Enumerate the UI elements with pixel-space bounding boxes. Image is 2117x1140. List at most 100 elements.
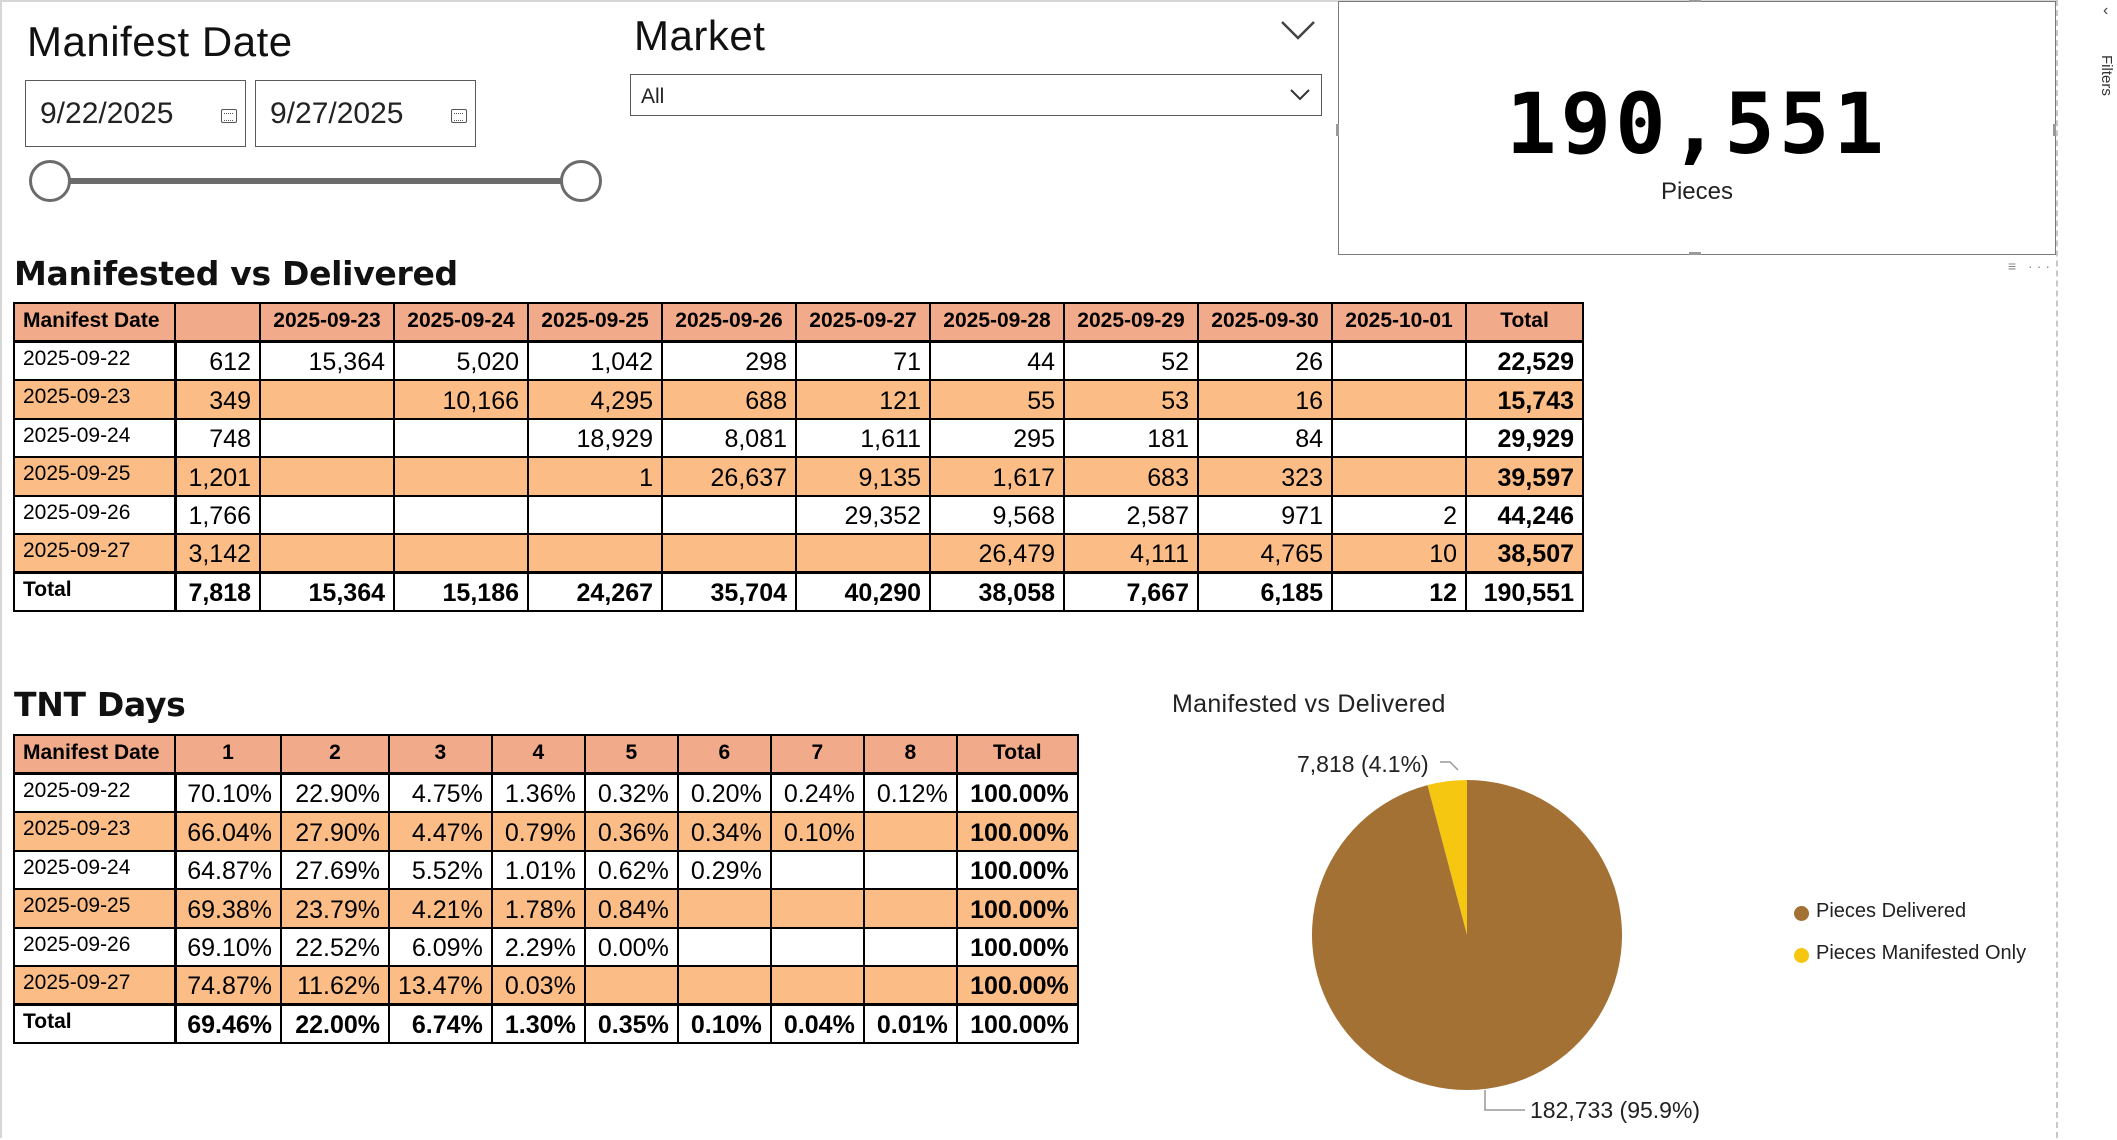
table-row[interactable]: 2025-09-24 748 18,929 8,081 1,611 295 181 84 29,… <box>13 417 1584 458</box>
column-header[interactable]: 2025-09-30 <box>1197 302 1333 343</box>
column-header[interactable] <box>174 302 261 343</box>
table-cell: 3,142 <box>174 533 261 574</box>
chevron-down-icon[interactable] <box>1278 10 1318 50</box>
filters-pane[interactable] <box>2062 0 2117 1138</box>
end-date-input[interactable]: 9/27/2025 <box>255 80 476 147</box>
leader-line <box>1484 1090 1525 1111</box>
column-header[interactable]: Total <box>955 734 1079 775</box>
table-cell: 0.24% <box>769 772 865 813</box>
table-cell: 0.62% <box>583 849 679 890</box>
table-row[interactable]: 2025-09-22 70.10% 22.90% 4.75% 1.36% 0.32% 0.2… <box>13 772 1079 813</box>
kpi-label: Pieces <box>1660 178 1734 205</box>
table-row[interactable]: 2025-09-27 74.87% 11.62% 13.47% 0.03% 100.00% <box>13 965 1079 1006</box>
column-header[interactable]: 1 <box>174 734 282 775</box>
column-header[interactable]: 2025-10-01 <box>1331 302 1467 343</box>
column-header[interactable]: 6 <box>676 734 772 775</box>
table-cell: 6,185 <box>1197 571 1333 612</box>
resize-handle[interactable] <box>2053 124 2056 136</box>
column-header[interactable]: 2 <box>280 734 390 775</box>
pie-chart[interactable] <box>1300 740 1700 1140</box>
column-header[interactable]: 2025-09-28 <box>929 302 1065 343</box>
tnt-days-matrix[interactable]: Manifest Date 1 2 3 4 5 6 7 8 Total 2025-09-22 70.… <box>13 734 1079 1044</box>
column-header[interactable]: Total <box>1465 302 1584 343</box>
column-header[interactable]: 2025-09-29 <box>1063 302 1199 343</box>
table-cell <box>862 849 958 890</box>
column-header[interactable]: 8 <box>862 734 958 775</box>
column-header[interactable]: 7 <box>769 734 865 775</box>
table-cell: 0.36% <box>583 811 679 852</box>
pie-slice-manifested[interactable] <box>1427 780 1467 935</box>
resize-handle[interactable] <box>1689 0 1701 2</box>
table-cell: 16 <box>1197 379 1333 420</box>
resize-handle[interactable] <box>1336 124 1339 136</box>
start-date-input[interactable]: 9/22/2025 <box>25 80 246 147</box>
table-cell <box>769 965 865 1006</box>
row-header-cell: 2025-09-23 <box>13 379 177 420</box>
resize-handle[interactable] <box>1689 252 1701 255</box>
market-slicer-title: Market <box>634 12 766 59</box>
legend-label: Pieces Manifested Only <box>1816 942 2027 964</box>
calendar-icon[interactable] <box>221 109 237 123</box>
table-cell: 6.09% <box>388 926 493 967</box>
matrix-total-row[interactable]: Total 7,818 15,364 15,186 24,267 35,704 40,290… <box>13 571 1584 612</box>
filters-pane-label[interactable]: Filters <box>2098 55 2115 96</box>
date-slider-end-handle[interactable] <box>560 160 602 202</box>
table-cell <box>661 533 797 574</box>
column-header[interactable]: 2025-09-26 <box>661 302 797 343</box>
row-header-title[interactable]: Manifest Date <box>13 302 176 343</box>
pie-data-label-manifested: 7,818 (4.1%) <box>1297 751 1429 777</box>
legend-item-delivered[interactable]: Pieces Delivered <box>1794 900 2026 942</box>
date-range-slider-track[interactable] <box>50 178 580 184</box>
table-cell: 26 <box>1197 340 1333 381</box>
row-header-title[interactable]: Manifest Date <box>13 734 176 775</box>
table-cell: 44 <box>929 340 1065 381</box>
legend-item-manifested[interactable]: Pieces Manifested Only <box>1794 942 2026 984</box>
table-row[interactable]: 2025-09-24 64.87% 27.69% 5.52% 1.01% 0.62% 0.2… <box>13 849 1079 890</box>
table-cell: 13.47% <box>388 965 493 1006</box>
row-header-cell: 2025-09-25 <box>13 888 177 929</box>
chevron-left-icon[interactable]: ‹ <box>2103 2 2109 19</box>
column-header[interactable]: 2025-09-27 <box>795 302 931 343</box>
visual-options-icon[interactable]: ≡ ··· <box>2008 258 2055 274</box>
column-header[interactable]: 4 <box>490 734 586 775</box>
table-cell: 612 <box>174 340 261 381</box>
column-header[interactable]: 2025-09-23 <box>259 302 395 343</box>
column-header[interactable]: 5 <box>583 734 679 775</box>
table-cell <box>676 926 772 967</box>
matrix-header-row: Manifest Date 1 2 3 4 5 6 7 8 Total <box>13 734 1079 775</box>
table-cell: 0.29% <box>676 849 772 890</box>
table-cell <box>676 888 772 929</box>
table-cell: 0.34% <box>676 811 772 852</box>
table-row[interactable]: 2025-09-22 612 15,364 5,020 1,042 298 71 44 52 26… <box>13 340 1584 381</box>
kpi-card[interactable]: 190,551 Pieces <box>1336 0 2056 255</box>
table-cell: 38,058 <box>929 571 1065 612</box>
market-dropdown[interactable]: All <box>630 74 1322 116</box>
table-cell: 1,042 <box>527 340 663 381</box>
table-cell: 27.69% <box>280 849 390 890</box>
date-slider-start-handle[interactable] <box>29 160 71 202</box>
calendar-icon[interactable] <box>451 109 467 123</box>
table-cell: 0.32% <box>583 772 679 813</box>
column-header[interactable]: 3 <box>388 734 493 775</box>
table-cell: 84 <box>1197 417 1333 458</box>
pie-slice-delivered[interactable] <box>1312 780 1622 1090</box>
table-row[interactable]: 2025-09-27 3,142 26,479 4,111 4,765 10 38,507 <box>13 533 1584 574</box>
table-cell: 22.52% <box>280 926 390 967</box>
table-cell: 971 <box>1197 494 1333 535</box>
table-row[interactable]: 2025-09-25 1,201 1 26,637 9,135 1,617 683 323 39… <box>13 456 1584 497</box>
report-canvas <box>0 0 2058 1138</box>
table-cell <box>259 494 395 535</box>
column-header[interactable]: 2025-09-24 <box>393 302 529 343</box>
table-row[interactable]: 2025-09-25 69.38% 23.79% 4.21% 1.78% 0.84% 100… <box>13 888 1079 929</box>
manifested-vs-delivered-matrix[interactable]: Manifest Date 2025-09-23 2025-09-24 2025-09… <box>13 302 1584 612</box>
table-row[interactable]: 2025-09-23 349 10,166 4,295 688 121 55 53 16 15,7… <box>13 379 1584 420</box>
column-header[interactable]: 2025-09-25 <box>527 302 663 343</box>
table-cell: 26,637 <box>661 456 797 497</box>
table-row[interactable]: 2025-09-23 66.04% 27.90% 4.47% 0.79% 0.36% 0.3… <box>13 811 1079 852</box>
table-row[interactable]: 2025-09-26 69.10% 22.52% 6.09% 2.29% 0.00% 100… <box>13 926 1079 967</box>
matrix-total-row[interactable]: Total 69.46% 22.00% 6.74% 1.30% 0.35% 0.10% 0.0… <box>13 1003 1079 1044</box>
chevron-down-icon[interactable] <box>1287 81 1313 107</box>
total-cell: 100.00% <box>955 888 1079 929</box>
table-row[interactable]: 2025-09-26 1,766 29,352 9,568 2,587 971 2 44,24… <box>13 494 1584 535</box>
table-cell <box>393 456 529 497</box>
